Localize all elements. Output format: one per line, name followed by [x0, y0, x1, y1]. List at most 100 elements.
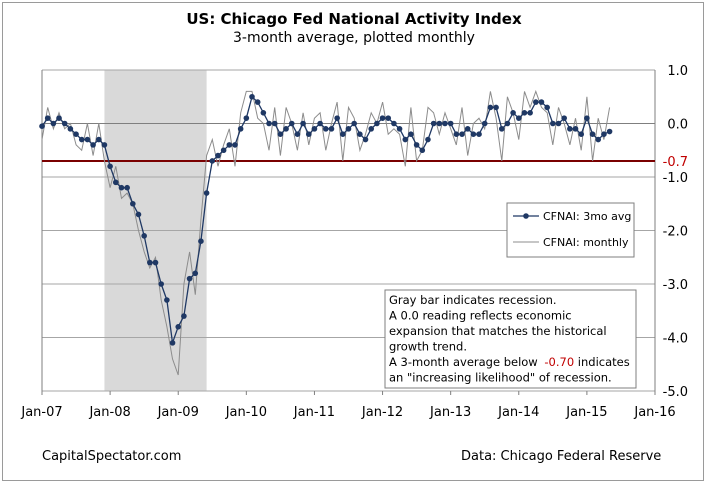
- series-3mo-avg-point: [402, 136, 409, 143]
- series-3mo-avg-point: [345, 126, 352, 132]
- series-3mo-avg-point: [311, 126, 318, 132]
- series-3mo-avg-point: [107, 163, 113, 170]
- series-3mo-avg-point: [141, 233, 147, 239]
- x-tick-label: Jan-11: [293, 405, 335, 420]
- series-3mo-avg-point: [50, 120, 57, 127]
- series-3mo-avg-point: [357, 131, 363, 137]
- series-3mo-avg-point: [164, 297, 170, 303]
- series-3mo-avg-point: [408, 131, 414, 137]
- series-3mo-avg-point: [533, 99, 539, 105]
- series-3mo-avg-point: [544, 104, 550, 111]
- series-3mo-avg-point: [391, 120, 397, 127]
- series-3mo-avg-point: [209, 158, 216, 164]
- series-3mo-avg-point: [561, 115, 567, 121]
- series-3mo-avg-point: [90, 142, 96, 148]
- series-3mo-avg-point: [595, 136, 602, 143]
- series-3mo-avg-point: [334, 115, 340, 121]
- series-3mo-avg-point: [379, 115, 386, 121]
- x-tick-label: Jan-09: [157, 405, 199, 420]
- series-3mo-avg-point: [198, 238, 204, 244]
- y-tick-label: -1.0: [663, 171, 688, 186]
- series-3mo-avg-point: [135, 211, 142, 218]
- x-tick-label: Jan-14: [497, 405, 539, 420]
- series-3mo-avg-point: [317, 120, 323, 127]
- y-tick-label: -3.0: [663, 278, 688, 293]
- series-3mo-avg-point: [203, 190, 210, 196]
- series-3mo-avg-point: [169, 340, 176, 346]
- series-3mo-avg-point: [300, 120, 306, 127]
- series-3mo-avg-point: [283, 126, 289, 132]
- series-3mo-avg-point: [260, 110, 267, 116]
- series-3mo-avg-point: [232, 142, 238, 148]
- series-3mo-avg-point: [470, 131, 477, 137]
- series-3mo-avg-point: [288, 120, 295, 127]
- y-tick-label: 1.0: [667, 64, 688, 79]
- series-3mo-avg-point: [578, 131, 585, 137]
- series-3mo-avg-point: [305, 131, 312, 137]
- legend-swatch-marker: [523, 213, 529, 219]
- series-3mo-avg-point: [158, 281, 164, 287]
- note-line: an "increasing likelihood" of recession.: [389, 371, 612, 385]
- series-3mo-avg-point: [220, 147, 227, 154]
- y-tick-label: 0.0: [667, 118, 688, 133]
- x-tick-label: Jan-10: [225, 405, 267, 420]
- series-3mo-avg-point: [249, 93, 255, 100]
- series-3mo-avg-point: [226, 142, 233, 148]
- series-3mo-avg-point: [271, 120, 278, 127]
- series-3mo-avg-point: [504, 120, 511, 127]
- series-3mo-avg-point: [84, 136, 91, 143]
- y-tick-label: -4.0: [663, 332, 688, 347]
- series-3mo-avg-point: [442, 120, 448, 127]
- y-tick-label: -2.0: [663, 225, 688, 240]
- series-3mo-avg-point: [56, 115, 62, 121]
- note-box: [384, 289, 637, 389]
- series-3mo-avg-point: [453, 131, 460, 137]
- note-line: Gray bar indicates recession.: [389, 293, 557, 307]
- series-3mo-avg-point: [328, 126, 335, 132]
- series-3mo-avg-point: [572, 126, 579, 132]
- series-3mo-avg-point: [124, 184, 130, 191]
- note-line: A 3-month average below -0.70 indicates: [389, 355, 630, 369]
- legend-entry-label: CFNAI: monthly: [543, 236, 629, 249]
- series-3mo-avg-point: [368, 126, 375, 132]
- series-3mo-avg-point: [181, 313, 187, 319]
- series-3mo-avg-point: [436, 120, 443, 127]
- series-3mo-avg-point: [130, 200, 136, 207]
- x-tick-label: Jan-13: [429, 405, 471, 420]
- chart-title: US: Chicago Fed National Activity Index: [186, 10, 522, 28]
- series-3mo-avg-point: [266, 120, 272, 127]
- series-3mo-avg-point: [430, 120, 437, 127]
- series-3mo-avg-point: [322, 126, 329, 132]
- series-3mo-avg-point: [419, 147, 426, 154]
- x-tick-label: Jan-08: [88, 405, 130, 420]
- data-source-label: Data: Chicago Federal Reserve: [461, 449, 662, 464]
- note-line: expansion that matches the historical: [389, 324, 607, 338]
- threshold-label: -0.7: [663, 155, 688, 170]
- series-3mo-avg-point: [254, 99, 261, 105]
- series-3mo-avg-point: [175, 324, 182, 330]
- series-3mo-avg-point: [413, 142, 420, 148]
- series-3mo-avg-point: [459, 131, 465, 137]
- series-3mo-avg-point: [112, 179, 119, 186]
- y-tick-label: -5.0: [663, 385, 688, 400]
- x-tick-label: Jan-12: [361, 405, 403, 420]
- series-3mo-avg-point: [192, 270, 199, 277]
- series-3mo-avg-point: [481, 120, 488, 127]
- series-3mo-avg-point: [340, 131, 346, 137]
- note-line: growth trend.: [389, 340, 467, 354]
- series-3mo-avg-point: [95, 136, 102, 143]
- series-3mo-avg-point: [374, 120, 380, 127]
- series-3mo-avg-point: [385, 115, 392, 121]
- chart-subtitle: 3-month average, plotted monthly: [233, 30, 475, 46]
- series-3mo-avg-point: [498, 126, 505, 132]
- series-3mo-avg-point: [464, 126, 471, 132]
- series-3mo-avg-point: [73, 131, 79, 137]
- series-3mo-avg-point: [447, 120, 454, 127]
- series-3mo-avg-point: [487, 104, 494, 111]
- series-3mo-avg-point: [237, 126, 244, 132]
- x-tick-label: Jan-16: [633, 405, 675, 420]
- series-3mo-avg-point: [601, 131, 607, 137]
- series-3mo-avg-point: [515, 115, 522, 121]
- series-3mo-avg-point: [606, 128, 613, 135]
